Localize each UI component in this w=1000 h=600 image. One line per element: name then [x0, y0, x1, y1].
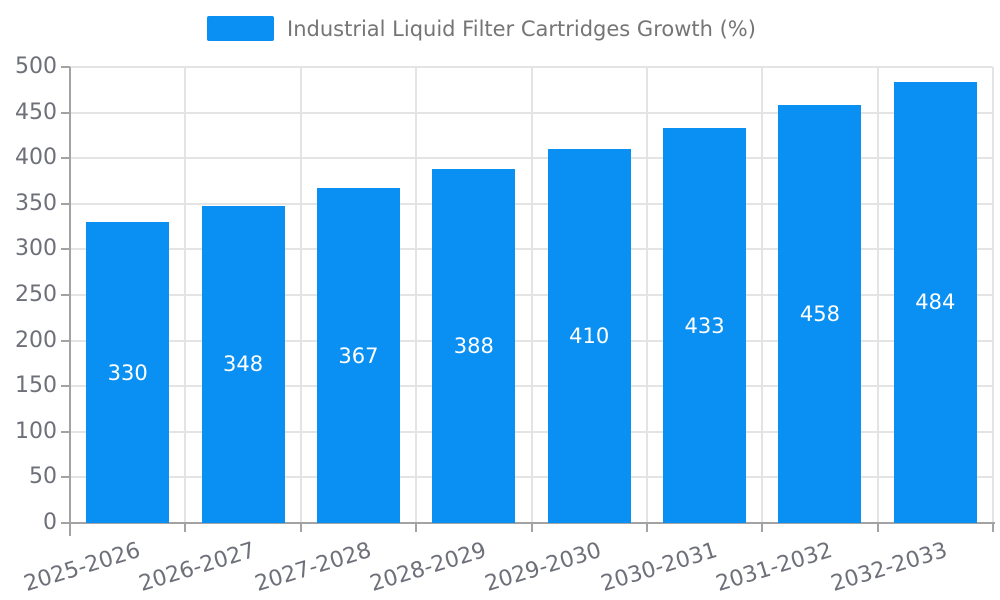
x-axis-label: 2028-2029 — [367, 538, 490, 597]
gridline-vertical — [761, 67, 764, 523]
y-axis-label: 250 — [15, 282, 57, 307]
y-axis-tick — [61, 294, 70, 296]
x-axis-label: 2025-2026 — [21, 538, 143, 597]
gridline-vertical — [184, 67, 187, 523]
y-axis-tick — [61, 430, 70, 433]
gridline-vertical — [299, 67, 302, 523]
x-axis-label: 2027-2028 — [251, 538, 374, 597]
y-axis-tick — [61, 522, 70, 524]
y-axis-label: 150 — [15, 373, 57, 399]
chart-legend[interactable]: Industrial Liquid Filter Cartridges Grow… — [207, 16, 756, 41]
legend-swatch-icon — [207, 16, 274, 41]
x-axis-tick — [184, 523, 187, 532]
x-axis-tick — [992, 523, 994, 532]
y-axis-tick — [61, 248, 70, 251]
x-axis-label: 2030-2031 — [597, 538, 720, 597]
bar-value-label: 367 — [338, 343, 379, 368]
bar[interactable] — [86, 222, 170, 523]
bar[interactable] — [201, 205, 285, 523]
y-axis-label: 100 — [15, 418, 57, 444]
y-axis-tick — [61, 66, 70, 68]
bar-value-label: 330 — [107, 360, 148, 385]
x-axis-tick — [415, 523, 418, 532]
y-axis-label: 200 — [15, 327, 57, 353]
x-axis-tick — [530, 523, 533, 532]
y-axis-label: 0 — [43, 510, 57, 535]
y-axis-tick — [61, 476, 70, 479]
bar-value-label: 433 — [684, 313, 725, 338]
bar[interactable] — [663, 128, 747, 523]
x-axis-tick — [761, 523, 764, 532]
gridline-vertical — [415, 67, 418, 523]
x-axis-tick — [876, 523, 879, 532]
y-axis-line — [69, 67, 71, 536]
y-axis-label: 450 — [15, 99, 57, 125]
x-axis-tick — [645, 523, 648, 532]
y-axis-label: 350 — [15, 190, 57, 216]
y-axis-label: 300 — [15, 236, 57, 262]
bar-value-label: 388 — [453, 334, 494, 359]
legend-label: Industrial Liquid Filter Cartridges Grow… — [287, 16, 756, 41]
bar[interactable] — [547, 149, 631, 523]
y-axis-label: 50 — [29, 464, 57, 490]
x-axis-label: 2032-2033 — [828, 538, 951, 597]
y-axis-tick — [61, 385, 70, 388]
x-axis-label: 2029-2030 — [482, 538, 605, 597]
gridline-vertical — [645, 67, 648, 523]
y-axis-label: 400 — [15, 145, 57, 171]
gridline-vertical — [530, 67, 533, 523]
x-axis-label: 2026-2027 — [136, 538, 259, 597]
y-axis-tick — [61, 339, 70, 342]
bar-value-label: 458 — [799, 302, 840, 327]
bar[interactable] — [316, 188, 400, 523]
bar-value-label: 484 — [915, 290, 956, 315]
y-axis-tick — [61, 157, 70, 160]
bar-value-label: 410 — [569, 324, 610, 349]
x-axis-tick — [299, 523, 302, 532]
y-axis-label: 500 — [15, 54, 57, 79]
x-axis-tick — [69, 523, 71, 532]
y-axis-tick — [61, 111, 70, 114]
x-axis-label: 2031-2032 — [713, 538, 836, 597]
gridline-vertical — [992, 67, 994, 523]
gridline-vertical — [876, 67, 879, 523]
bar-value-label: 348 — [223, 352, 264, 377]
bar[interactable] — [778, 105, 862, 523]
bar[interactable] — [432, 169, 516, 523]
y-axis-tick — [61, 202, 70, 205]
bar[interactable] — [893, 81, 977, 523]
